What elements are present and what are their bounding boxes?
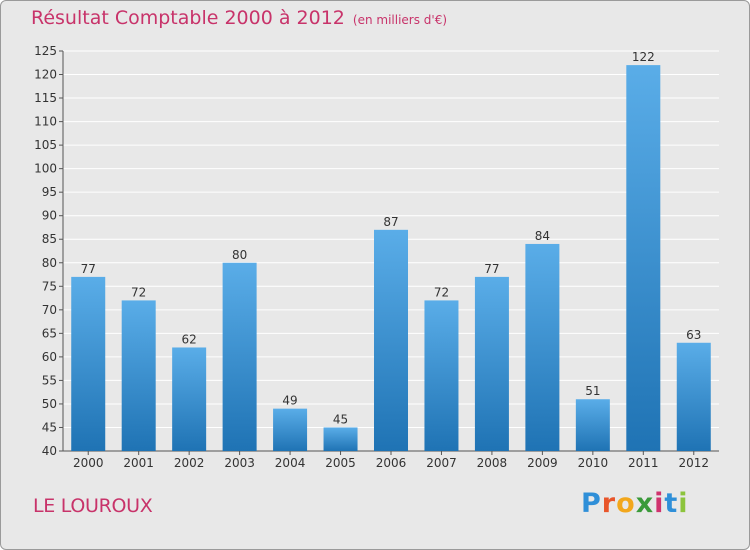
y-tick-label: 90 — [42, 209, 57, 223]
bar — [474, 276, 509, 451]
x-tick-label: 2002 — [174, 456, 205, 470]
y-tick-label: 110 — [34, 115, 57, 129]
bar — [626, 65, 661, 451]
chart-title: Résultat Comptable 2000 à 2012 (en millie… — [31, 7, 447, 29]
x-tick-label: 2003 — [224, 456, 255, 470]
y-tick-label: 115 — [34, 91, 57, 105]
chart-unit: (en milliers d'€) — [352, 13, 448, 27]
chart-title-text: Résultat Comptable 2000 à 2012 — [31, 7, 345, 29]
data-label: 63 — [686, 328, 701, 342]
bar — [424, 300, 459, 451]
x-tick-label: 2007 — [426, 456, 457, 470]
y-tick-label: 70 — [42, 303, 57, 317]
data-label: 80 — [232, 248, 247, 262]
bar — [323, 427, 358, 451]
x-tick-label: 2010 — [578, 456, 609, 470]
logo-letter: i — [678, 488, 689, 519]
bar — [575, 399, 610, 451]
x-tick-label: 2001 — [123, 456, 154, 470]
x-tick-label: 2004 — [275, 456, 306, 470]
bar — [676, 342, 711, 451]
data-label: 45 — [333, 412, 348, 426]
bar — [525, 243, 560, 451]
data-label: 77 — [81, 262, 96, 276]
logo-letter: P — [581, 488, 602, 519]
y-tick-label: 100 — [34, 162, 57, 176]
x-tick-label: 2012 — [678, 456, 709, 470]
commune-name: LE LOUROUX — [33, 495, 153, 517]
logo-letter: r — [601, 488, 617, 519]
proxiti-logo: Proxiti — [581, 488, 689, 519]
y-tick-label: 75 — [42, 279, 57, 293]
data-labels: 77 72 62 80 49 45 87 72 77 84 51 122 63 — [81, 50, 702, 426]
data-label: 72 — [434, 285, 449, 299]
bars — [71, 65, 711, 451]
logo-letter: x — [635, 488, 655, 519]
x-tick-label: 2006 — [376, 456, 407, 470]
y-tick-label: 120 — [34, 68, 57, 82]
y-tick-label: 125 — [34, 44, 57, 58]
axes: 40 45 50 55 60 65 70 75 80 85 90 95 100 105 110 115 120 1… — [34, 44, 719, 470]
data-label: 72 — [131, 285, 146, 299]
x-tick-label: 2009 — [527, 456, 558, 470]
y-tick-label: 60 — [42, 350, 57, 364]
data-label: 62 — [182, 332, 197, 346]
x-tick-label: 2005 — [325, 456, 356, 470]
x-tick-label: 2008 — [477, 456, 508, 470]
y-tick-label: 95 — [42, 185, 57, 199]
data-label: 122 — [632, 50, 655, 64]
y-tick-label: 45 — [42, 420, 57, 434]
bar — [172, 347, 207, 451]
logo-letter: o — [616, 488, 636, 519]
y-tick-label: 80 — [42, 256, 57, 270]
logo-letter: i — [654, 488, 665, 519]
y-tick-label: 50 — [42, 397, 57, 411]
bar — [273, 408, 308, 451]
y-tick-label: 65 — [42, 326, 57, 340]
y-tick-label: 40 — [42, 444, 57, 458]
bar — [71, 276, 106, 451]
data-label: 84 — [535, 229, 550, 243]
data-label: 87 — [383, 215, 398, 229]
x-tick-label: 2000 — [73, 456, 104, 470]
y-tick-label: 85 — [42, 232, 57, 246]
y-tick-label: 105 — [34, 138, 57, 152]
bar — [222, 262, 257, 451]
bar — [121, 300, 156, 451]
logo-letter: t — [664, 488, 679, 519]
data-label: 77 — [484, 262, 499, 276]
data-label: 49 — [282, 394, 297, 408]
x-tick-label: 2011 — [628, 456, 659, 470]
y-tick-label: 55 — [42, 373, 57, 387]
bar — [374, 229, 408, 451]
data-label: 51 — [585, 384, 600, 398]
